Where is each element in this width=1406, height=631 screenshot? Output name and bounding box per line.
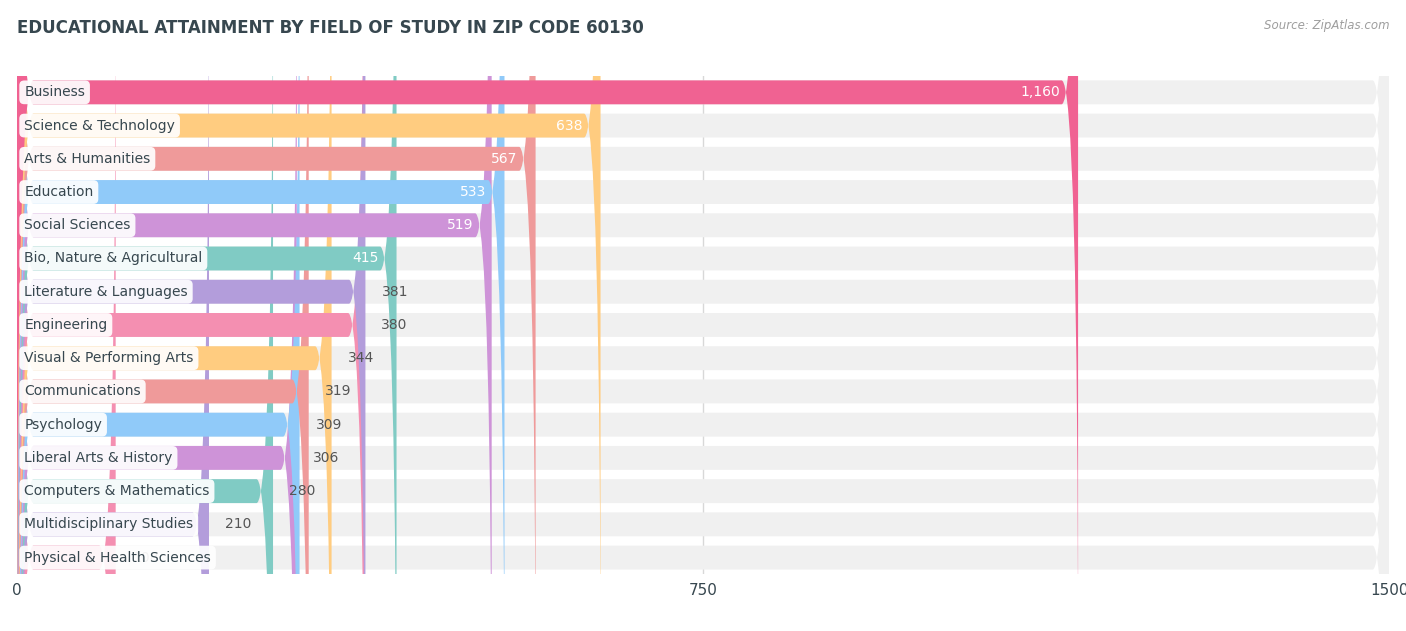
FancyBboxPatch shape <box>17 0 1389 631</box>
Text: 533: 533 <box>460 185 486 199</box>
Text: Engineering: Engineering <box>24 318 107 332</box>
FancyBboxPatch shape <box>17 0 600 631</box>
Text: Psychology: Psychology <box>24 418 103 432</box>
FancyBboxPatch shape <box>17 0 1389 631</box>
FancyBboxPatch shape <box>17 0 299 631</box>
FancyBboxPatch shape <box>17 0 332 631</box>
FancyBboxPatch shape <box>17 0 536 631</box>
FancyBboxPatch shape <box>17 0 396 631</box>
Text: Source: ZipAtlas.com: Source: ZipAtlas.com <box>1264 19 1389 32</box>
FancyBboxPatch shape <box>17 0 1389 631</box>
Text: Visual & Performing Arts: Visual & Performing Arts <box>24 351 194 365</box>
FancyBboxPatch shape <box>17 0 366 631</box>
FancyBboxPatch shape <box>17 0 1389 631</box>
Text: Arts & Humanities: Arts & Humanities <box>24 152 150 166</box>
FancyBboxPatch shape <box>17 0 309 631</box>
Text: Literature & Languages: Literature & Languages <box>24 285 188 298</box>
Text: 344: 344 <box>349 351 374 365</box>
Text: Bio, Nature & Agricultural: Bio, Nature & Agricultural <box>24 252 202 266</box>
FancyBboxPatch shape <box>17 0 492 631</box>
Text: 309: 309 <box>316 418 343 432</box>
FancyBboxPatch shape <box>17 0 1389 631</box>
FancyBboxPatch shape <box>17 0 273 631</box>
FancyBboxPatch shape <box>17 0 1389 631</box>
Text: 381: 381 <box>382 285 408 298</box>
FancyBboxPatch shape <box>17 0 1389 631</box>
FancyBboxPatch shape <box>17 0 209 631</box>
Text: 519: 519 <box>447 218 474 232</box>
Text: Multidisciplinary Studies: Multidisciplinary Studies <box>24 517 193 531</box>
FancyBboxPatch shape <box>17 0 1389 631</box>
FancyBboxPatch shape <box>17 0 1389 631</box>
Text: Education: Education <box>24 185 93 199</box>
Text: 567: 567 <box>491 152 517 166</box>
FancyBboxPatch shape <box>17 0 505 631</box>
FancyBboxPatch shape <box>17 0 115 631</box>
Text: Business: Business <box>24 85 86 99</box>
FancyBboxPatch shape <box>17 0 1389 631</box>
FancyBboxPatch shape <box>17 0 364 631</box>
Text: Physical & Health Sciences: Physical & Health Sciences <box>24 551 211 565</box>
Text: 319: 319 <box>325 384 352 398</box>
FancyBboxPatch shape <box>17 0 1078 631</box>
Text: 638: 638 <box>555 119 582 133</box>
Text: 1,160: 1,160 <box>1019 85 1060 99</box>
Text: EDUCATIONAL ATTAINMENT BY FIELD OF STUDY IN ZIP CODE 60130: EDUCATIONAL ATTAINMENT BY FIELD OF STUDY… <box>17 19 644 37</box>
FancyBboxPatch shape <box>17 0 1389 631</box>
FancyBboxPatch shape <box>17 0 297 631</box>
Text: 380: 380 <box>381 318 408 332</box>
Text: Computers & Mathematics: Computers & Mathematics <box>24 484 209 498</box>
Text: Liberal Arts & History: Liberal Arts & History <box>24 451 173 465</box>
Text: Science & Technology: Science & Technology <box>24 119 176 133</box>
Text: 210: 210 <box>225 517 252 531</box>
Text: 306: 306 <box>314 451 340 465</box>
FancyBboxPatch shape <box>17 0 1389 631</box>
Text: Social Sciences: Social Sciences <box>24 218 131 232</box>
Text: 415: 415 <box>352 252 378 266</box>
Text: Communications: Communications <box>24 384 141 398</box>
FancyBboxPatch shape <box>17 0 1389 631</box>
Text: 108: 108 <box>132 551 159 565</box>
FancyBboxPatch shape <box>17 0 1389 631</box>
FancyBboxPatch shape <box>17 0 1389 631</box>
Text: 280: 280 <box>290 484 316 498</box>
